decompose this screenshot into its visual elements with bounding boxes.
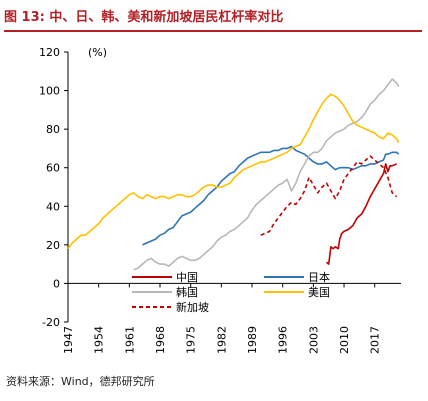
x-tick-label: 2010: [338, 326, 351, 354]
series-line-4: [260, 155, 398, 236]
legend-label: 日本: [308, 270, 330, 284]
x-tick-label: 2003: [307, 326, 320, 354]
chart-title: 图 13: 中、日、韩、美和新加坡居民杠杆率对比: [4, 6, 283, 25]
x-tick-label: 1989: [246, 326, 259, 354]
y-tick-label: 60: [46, 162, 60, 175]
legend-label: 韩国: [176, 285, 198, 299]
x-tick-label: 1982: [215, 326, 228, 354]
x-tick-label: 1947: [62, 326, 75, 354]
y-tick-label: 120: [39, 46, 60, 59]
y-tick-label: 40: [46, 200, 60, 213]
series-line-0: [325, 163, 397, 265]
source-note: 资料来源：Wind，德邦研究所: [6, 375, 155, 388]
y-tick-label: -20: [42, 316, 60, 329]
y-tick-label: 20: [46, 239, 60, 252]
series-line-1: [142, 145, 400, 246]
series-line-3: [67, 93, 400, 250]
x-tick-label: 1996: [277, 326, 290, 354]
x-tick-label: 2017: [369, 326, 382, 354]
legend-label: 中国: [176, 271, 198, 284]
x-tick-label: 1954: [93, 326, 106, 354]
x-tick-label: 1968: [154, 326, 167, 354]
figure-label: 图 13:: [4, 10, 45, 25]
legend-label: 美国: [308, 286, 330, 299]
legend-label: 新加坡: [176, 300, 209, 314]
title-rule: [4, 30, 422, 32]
series-line-2: [133, 78, 400, 271]
y-tick-label: 100: [39, 85, 60, 98]
y-unit-label: (%): [88, 46, 107, 59]
x-tick-label: 1975: [185, 326, 198, 354]
y-tick-label: 80: [46, 123, 60, 136]
y-tick-label: 0: [53, 277, 60, 290]
figure-title: 中、日、韩、美和新加坡居民杠杆率对比: [49, 10, 284, 25]
x-tick-label: 1961: [123, 326, 136, 354]
